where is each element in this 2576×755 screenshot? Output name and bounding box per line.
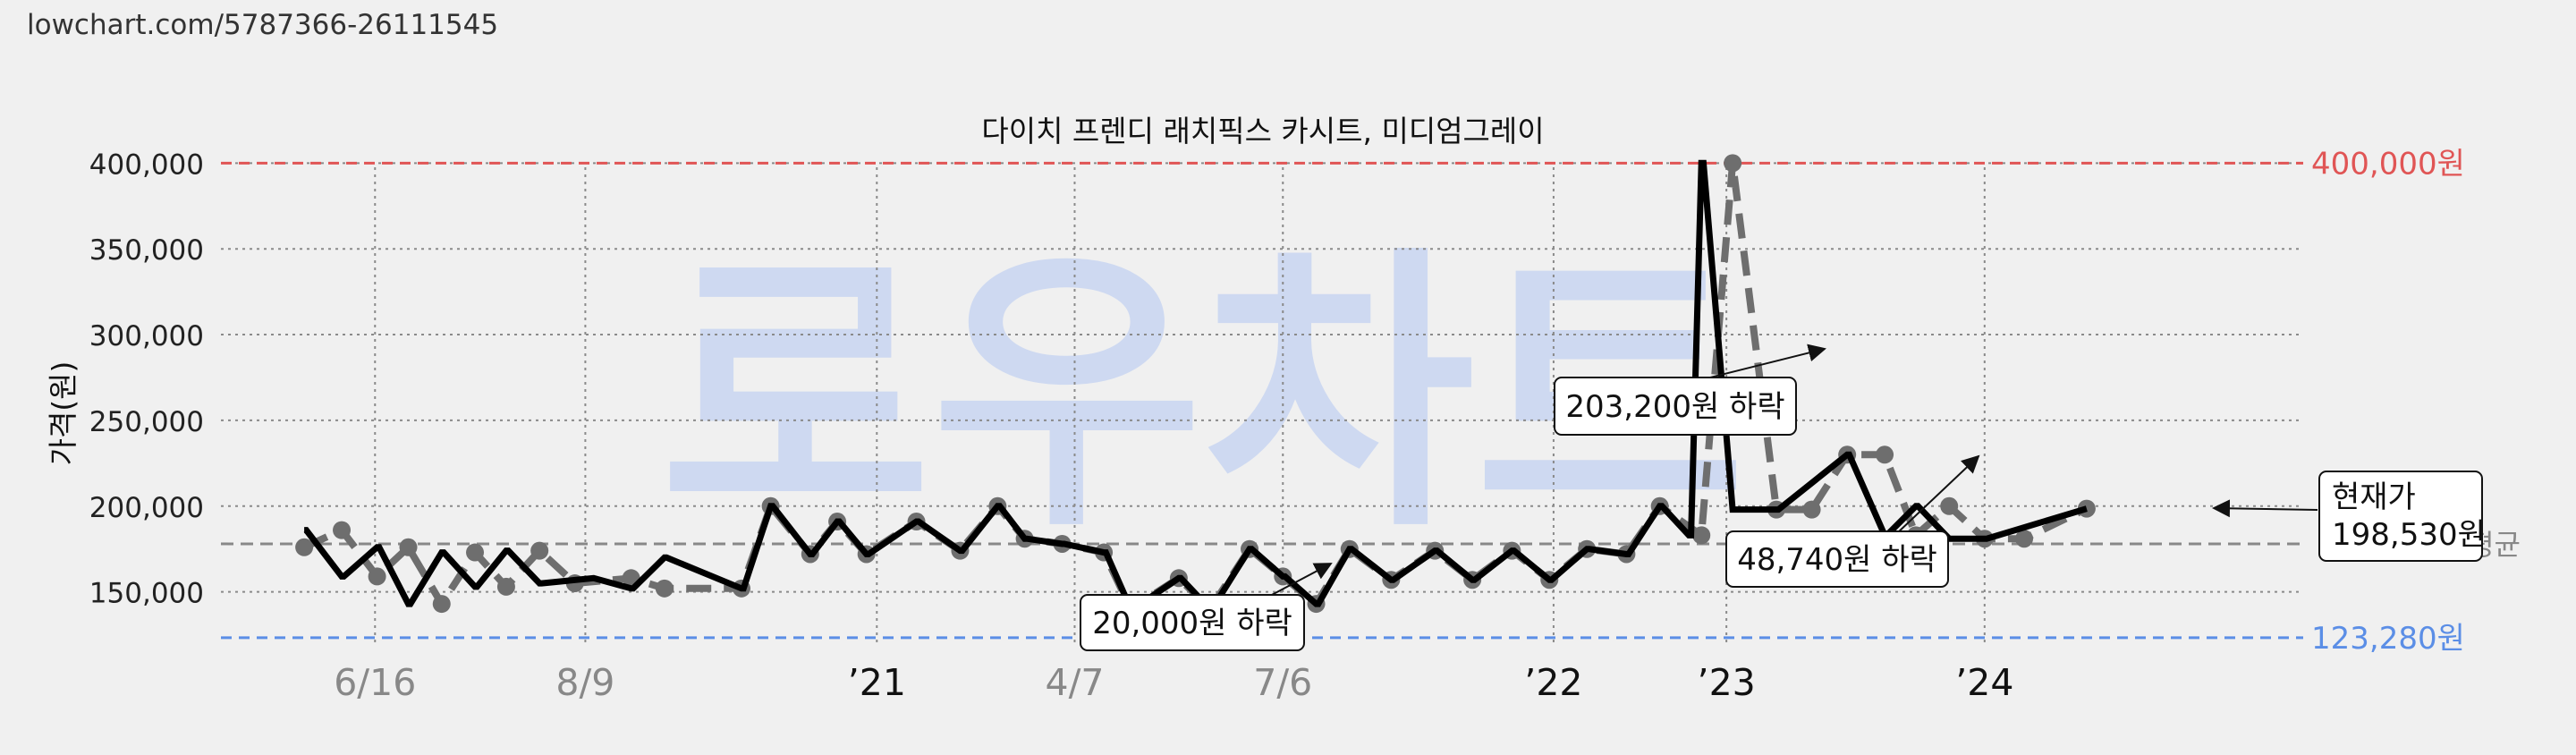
annotation-arrow [1895, 454, 1980, 535]
y-tick-label: 300,000 [89, 320, 204, 352]
x-tick-label: ’22 [1524, 661, 1582, 704]
trend-point [466, 543, 485, 562]
y-tick-label: 400,000 [89, 148, 204, 181]
trend-point [1876, 445, 1894, 464]
annotation-box [1080, 594, 1305, 651]
annotation-arrow [2212, 499, 2318, 518]
reference-label-min: 123,280원 [2311, 621, 2465, 657]
trend-point [655, 579, 674, 598]
chart-title: 다이치 프렌디 래치픽스 카시트, 미디엄그레이 [981, 114, 1544, 148]
trend-point [295, 538, 314, 556]
annotation-text: 48,740원 하락 [1737, 542, 1937, 578]
trend-point [1940, 496, 1959, 515]
annotation-box [1554, 377, 1797, 436]
x-tick-label: 4/7 [1045, 661, 1104, 704]
x-tick-label: ’23 [1698, 661, 1756, 704]
annotation-box [2318, 471, 2483, 562]
trend-point [496, 577, 515, 596]
trend-point [1692, 526, 1711, 545]
trend-point [399, 538, 418, 556]
annotation-arrow [1699, 344, 1826, 381]
trend-point [1724, 154, 1742, 173]
x-tick-label: ’24 [1955, 661, 2013, 704]
x-tick-label: 7/6 [1253, 661, 1312, 704]
x-tick-label: 8/9 [555, 661, 614, 704]
annotation-text: 현재가 [2332, 479, 2416, 515]
reference-label-max: 400,000원 [2311, 146, 2465, 182]
trend-point [2015, 530, 2034, 548]
y-axis-label: 가격(원) [46, 361, 80, 466]
annotation-text: 198,530원 [2332, 517, 2486, 553]
annotation-text: 20,000원 하락 [1092, 606, 1292, 641]
trend-point [530, 541, 549, 560]
annotation-text: 203,200원 하락 [1565, 389, 1784, 425]
y-tick-label: 250,000 [89, 406, 204, 438]
trend-point [333, 521, 352, 539]
trend-point [432, 595, 451, 614]
annotation-box [1725, 530, 1949, 588]
x-tick-label: ’21 [848, 661, 906, 704]
y-tick-label: 150,000 [89, 578, 204, 610]
y-tick-label: 200,000 [89, 492, 204, 524]
annotation-arrow [1269, 563, 1333, 597]
source-url: lowchart.com/5787366-26111545 [27, 9, 498, 41]
price-line [303, 159, 2088, 613]
x-tick-label: 6/16 [334, 661, 416, 704]
y-tick-label: 350,000 [89, 234, 204, 267]
trend-point [1802, 500, 1821, 519]
trend-point [368, 567, 386, 586]
